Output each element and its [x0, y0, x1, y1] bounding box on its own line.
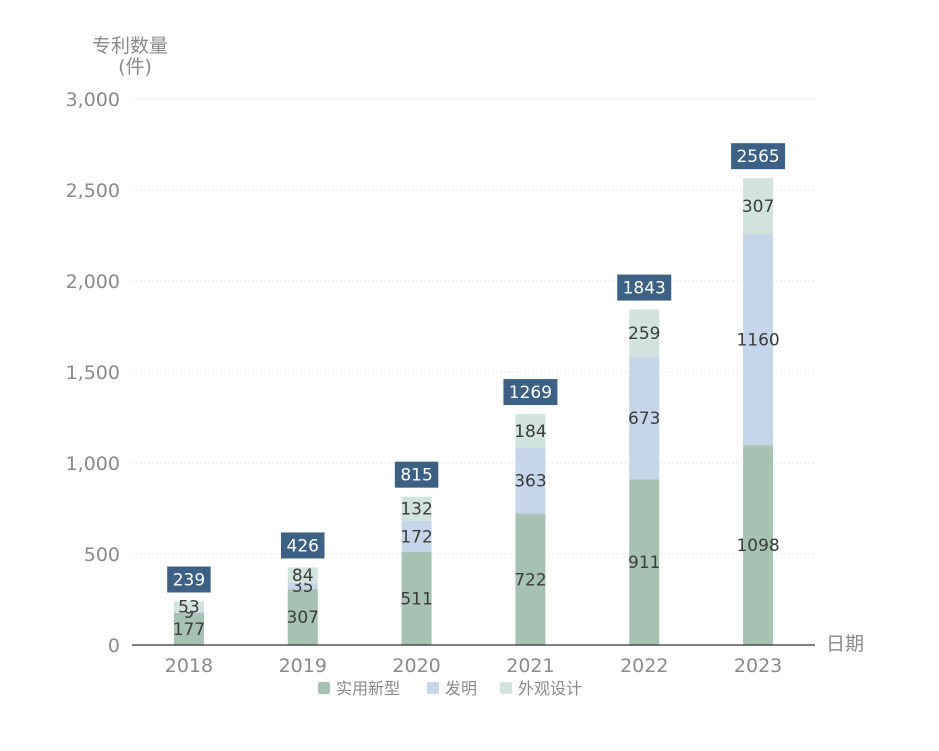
y-axis-ticks: 0 500 1,000 1,500 2,000 2,500 3,000 — [66, 89, 120, 657]
y-tick-label: 1,000 — [66, 453, 120, 475]
y-tick-label: 0 — [108, 635, 120, 657]
total-label-box — [617, 274, 672, 301]
legend[interactable]: 实用新型 发明 外观设计 — [318, 679, 582, 698]
x-tick-label: 2023 — [734, 655, 782, 677]
grid-lines — [132, 98, 815, 555]
data-label: 1098 — [736, 536, 779, 556]
total-label-box — [281, 532, 325, 559]
data-label: 363 — [514, 472, 546, 492]
legend-label: 发明 — [445, 679, 477, 698]
bar-segment — [515, 414, 546, 448]
bar-segment — [287, 589, 318, 645]
x-axis-label: 日期 — [826, 633, 864, 655]
bar-segment — [629, 309, 660, 357]
x-tick-label: 2020 — [392, 655, 440, 677]
total-label: 1843 — [623, 279, 666, 299]
bar-segment — [743, 178, 774, 235]
total-label: 239 — [173, 571, 205, 591]
bar-segment — [173, 612, 204, 645]
bar-segment — [401, 551, 432, 645]
data-label: 132 — [400, 500, 432, 520]
x-axis-ticks: 2018 2019 2020 2021 2022 2023 — [165, 655, 783, 677]
y-tick-label: 500 — [84, 544, 120, 566]
data-label: 722 — [514, 570, 546, 590]
x-tick-label: 2019 — [279, 655, 327, 677]
bar-segment — [401, 496, 432, 521]
total-label: 1269 — [509, 383, 552, 403]
total-label-box — [731, 143, 786, 170]
y-tick-label: 2,000 — [66, 271, 120, 293]
legend-swatch — [318, 682, 330, 694]
data-label: 53 — [178, 597, 200, 617]
bar-segment — [287, 582, 318, 590]
legend-item[interactable]: 实用新型 — [318, 679, 400, 698]
legend-item[interactable]: 发明 — [427, 679, 477, 698]
y-axis-label-line1: 专利数量 — [92, 35, 168, 57]
bar-segment — [743, 445, 774, 645]
x-tick-label: 2018 — [165, 655, 213, 677]
bar-segment — [515, 513, 546, 645]
bar-segment — [173, 601, 204, 612]
data-label: 911 — [628, 553, 660, 573]
legend-label: 实用新型 — [336, 679, 400, 698]
bar-segment — [515, 447, 546, 514]
bar-segment — [287, 567, 318, 583]
data-label: 511 — [400, 589, 432, 609]
total-label-box — [394, 461, 439, 488]
legend-label: 外观设计 — [518, 679, 582, 698]
data-label: 673 — [628, 409, 660, 429]
data-label: 177 — [173, 620, 205, 640]
bar-segment — [173, 611, 204, 613]
total-label-box — [503, 379, 558, 406]
data-label: 9 — [184, 603, 195, 623]
y-tick-label: 2,500 — [66, 180, 120, 202]
legend-item[interactable]: 外观设计 — [500, 679, 582, 698]
bar-segment — [629, 479, 660, 645]
data-label: 259 — [628, 324, 660, 344]
bar-segment — [629, 356, 660, 480]
y-tick-label: 3,000 — [66, 89, 120, 111]
y-tick-label: 1,500 — [66, 362, 120, 384]
data-label: 1160 — [736, 331, 779, 351]
x-tick-label: 2022 — [620, 655, 668, 677]
data-label: 307 — [742, 197, 774, 217]
bar-segment — [743, 234, 774, 446]
data-label: 307 — [287, 608, 319, 628]
x-tick-label: 2021 — [506, 655, 554, 677]
data-label: 84 — [292, 566, 314, 586]
bars: 1779532393073584426511172132815722363184… — [167, 143, 786, 645]
legend-swatch — [427, 682, 439, 694]
total-label-box — [167, 566, 211, 593]
total-label: 2565 — [736, 147, 779, 167]
legend-swatch — [500, 682, 512, 694]
data-label: 172 — [400, 527, 432, 547]
data-label: 184 — [514, 422, 546, 442]
bar-segment — [401, 520, 432, 552]
total-label: 815 — [400, 466, 432, 486]
total-label: 426 — [287, 536, 319, 556]
y-axis-label-line2: (件) — [118, 56, 152, 78]
